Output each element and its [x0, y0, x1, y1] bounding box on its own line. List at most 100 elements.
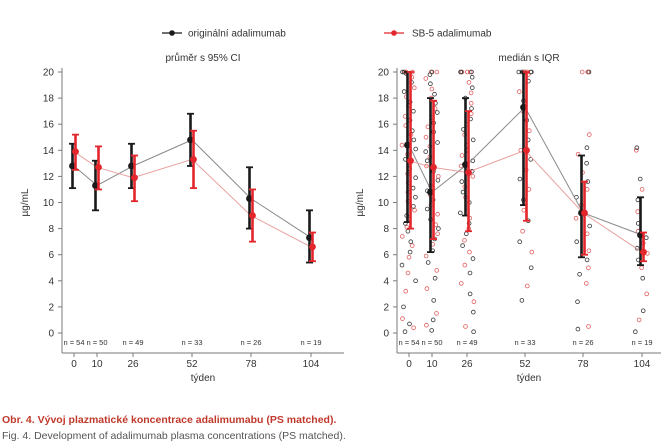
n-label: n = 54: [398, 338, 419, 347]
n-label: n = 50: [421, 338, 442, 347]
data-point: [459, 179, 465, 184]
y-tick-label: 10: [43, 198, 55, 209]
data-point: [469, 106, 474, 111]
n-label: n = 33: [181, 338, 202, 347]
data-marker-0: [520, 103, 527, 111]
x-tick-label: 0: [71, 359, 77, 370]
data-point: [432, 91, 437, 97]
data-point: [429, 86, 435, 92]
data-point: [575, 299, 580, 305]
y-tick-label: 20: [43, 68, 55, 79]
data-point: [460, 243, 465, 248]
data-point: [468, 101, 474, 106]
data-marker-1: [309, 243, 316, 251]
data-point: [462, 238, 467, 243]
y-tick-label: 16: [378, 120, 390, 131]
y-tick-label: 6: [48, 250, 54, 261]
data-point: [431, 298, 437, 303]
n-label: n = 26: [240, 338, 261, 347]
data-point: [463, 324, 468, 329]
data-point: [634, 145, 640, 151]
y-axis-label: µg/mL: [20, 188, 31, 216]
legend-marker-1: [391, 30, 397, 36]
data-point: [434, 110, 440, 115]
figure-caption-subtitle: Fig. 4. Development of adalimumab plasma…: [2, 430, 346, 442]
y-tick-label: 16: [43, 120, 55, 131]
data-point: [635, 209, 640, 214]
x-axis-label: týden: [517, 373, 541, 384]
data-point: [587, 223, 592, 229]
data-point: [400, 316, 405, 321]
data-point: [411, 204, 416, 209]
data-point: [467, 291, 473, 297]
data-point: [468, 90, 474, 96]
n-label: n = 33: [514, 338, 535, 347]
x-tick-label: 104: [303, 359, 320, 370]
x-tick-label: 26: [127, 359, 139, 370]
data-point: [470, 309, 476, 315]
legend-marker-0: [169, 30, 175, 36]
data-point: [586, 324, 591, 329]
legend: originální adalimumab SB-5 adalimumab: [162, 29, 492, 40]
data-point: [574, 239, 579, 245]
y-tick-label: 18: [43, 94, 55, 105]
data-point: [529, 249, 535, 255]
data-point: [435, 140, 440, 145]
data-point: [467, 69, 473, 75]
data-marker-1: [249, 212, 256, 219]
x-tick-label: 78: [577, 359, 589, 370]
x-tick-label: 26: [461, 359, 473, 370]
data-point: [412, 208, 417, 213]
y-tick-label: 0: [48, 329, 54, 340]
data-point: [517, 239, 522, 245]
data-marker-1: [640, 248, 647, 256]
panel-mean-ci: průměr s 95% CI 0 2 4 6 8 10 12 14 16 18 20 µg/mL 0 n …: [20, 52, 344, 384]
data-point: [405, 270, 411, 276]
data-marker-1: [95, 163, 102, 171]
x-tick-label: 10: [426, 359, 438, 370]
y-tick-label: 12: [43, 172, 55, 183]
n-label: n = 54: [63, 338, 84, 347]
data-point: [435, 211, 440, 217]
data-point: [413, 195, 418, 200]
data-point: [429, 328, 435, 333]
data-point: [583, 281, 589, 286]
data-point: [464, 69, 470, 75]
data-point: [579, 69, 585, 75]
data-point: [429, 69, 435, 75]
legend-label-1: SB-5 adalimumab: [412, 29, 492, 40]
x-tick-label: 0: [406, 359, 412, 370]
data-point: [467, 249, 472, 255]
data-marker-1: [581, 209, 588, 217]
series-line-0: [408, 106, 643, 236]
data-point: [639, 265, 644, 271]
y-tick-label: 8: [48, 224, 54, 235]
data-point: [584, 257, 590, 263]
data-point: [406, 254, 412, 260]
figure-caption-title: Obr. 4. Vývoj plazmatické koncentrace ad…: [2, 414, 337, 426]
series-line-0: [73, 139, 312, 239]
data-point: [585, 69, 590, 75]
n-label: n = 49: [122, 338, 143, 347]
data-point: [411, 85, 417, 90]
data-marker-1: [523, 146, 530, 154]
data-marker-1: [131, 174, 138, 182]
data-point: [434, 268, 440, 273]
data-point: [640, 308, 646, 314]
y-tick-label: 8: [383, 224, 389, 235]
y-tick-label: 2: [383, 302, 389, 313]
data-point: [411, 108, 416, 114]
data-point: [435, 174, 441, 179]
data-marker-0: [637, 231, 644, 239]
data-point: [423, 149, 429, 154]
data-point: [423, 253, 429, 259]
data-point: [519, 298, 525, 303]
data-point: [521, 208, 527, 213]
y-tick-label: 14: [378, 146, 390, 157]
data-point: [471, 299, 477, 305]
data-point: [584, 187, 590, 192]
y-tick-label: 12: [378, 172, 390, 183]
data-point: [423, 135, 429, 140]
data-point: [401, 89, 407, 94]
data-marker-1: [430, 163, 437, 171]
